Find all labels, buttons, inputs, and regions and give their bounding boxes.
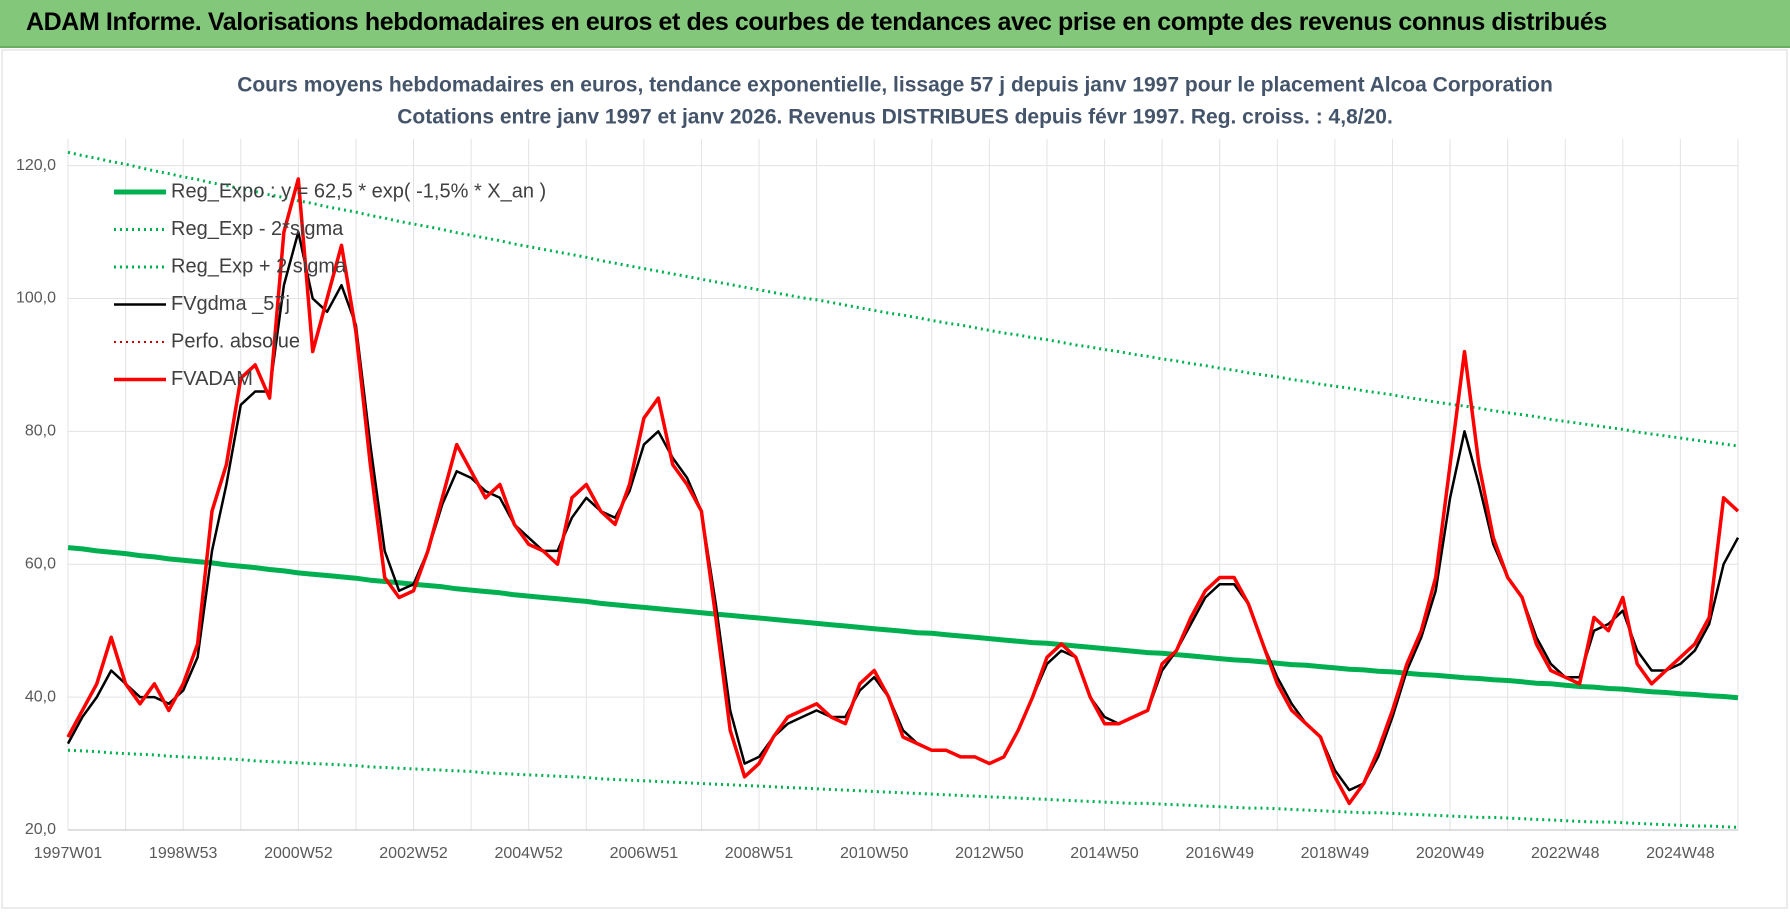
series-line <box>66 177 1740 806</box>
legend-label: Reg_Exp - 2*sigma <box>171 218 344 240</box>
series-line <box>67 545 1739 701</box>
x-tick-label: 2004W52 <box>494 845 563 862</box>
series-line <box>66 230 1740 792</box>
y-tick-label: 60,0 <box>25 555 56 572</box>
x-tick-label: 2006W51 <box>610 845 679 862</box>
chart-subtitle: Cotations entre janv 1997 et janv 2026. … <box>397 106 1393 129</box>
x-tick-label: 2012W50 <box>955 845 1024 862</box>
header-bar: ADAM Informe. Valorisations hebdomadaire… <box>0 0 1790 48</box>
x-tick-label: 2002W52 <box>379 845 448 862</box>
legend-label: FVgdma _57j <box>171 293 290 315</box>
legend-label: Perfo. absolue <box>171 330 300 352</box>
legend-label: Reg_Expo : y = 62,5 * exp( -1,5% * X_an … <box>171 180 546 202</box>
y-tick-label: 40,0 <box>25 688 56 705</box>
x-tick-label: 2000W52 <box>264 845 333 862</box>
y-tick-label: 120,0 <box>16 157 56 174</box>
series-line <box>67 748 1739 829</box>
x-tick-label: 2010W50 <box>840 845 909 862</box>
x-tick-label: 1997W01 <box>34 845 103 862</box>
chart: Cours moyens hebdomadaires en euros, ten… <box>1 49 1788 909</box>
x-tick-label: 1998W53 <box>149 845 218 862</box>
y-tick-label: 100,0 <box>16 290 56 307</box>
legend-label: FVADAM <box>171 368 253 390</box>
x-tick-label: 2016W49 <box>1185 845 1254 862</box>
x-tick-label: 2014W50 <box>1070 845 1139 862</box>
chart-border <box>1 49 1788 909</box>
x-tick-label: 2020W49 <box>1416 845 1485 862</box>
x-tick-label: 2022W48 <box>1531 845 1600 862</box>
x-tick-label: 2024W48 <box>1646 845 1715 862</box>
x-tick-label: 2018W49 <box>1301 845 1370 862</box>
x-tick-label: 2008W51 <box>725 845 794 862</box>
y-tick-label: 20,0 <box>25 821 56 838</box>
y-tick-label: 80,0 <box>25 423 56 440</box>
chart-title: Cours moyens hebdomadaires en euros, ten… <box>237 74 1553 97</box>
header-title: ADAM Informe. Valorisations hebdomadaire… <box>26 8 1607 36</box>
legend-label: Reg_Exp + 2 sigma <box>171 255 347 277</box>
